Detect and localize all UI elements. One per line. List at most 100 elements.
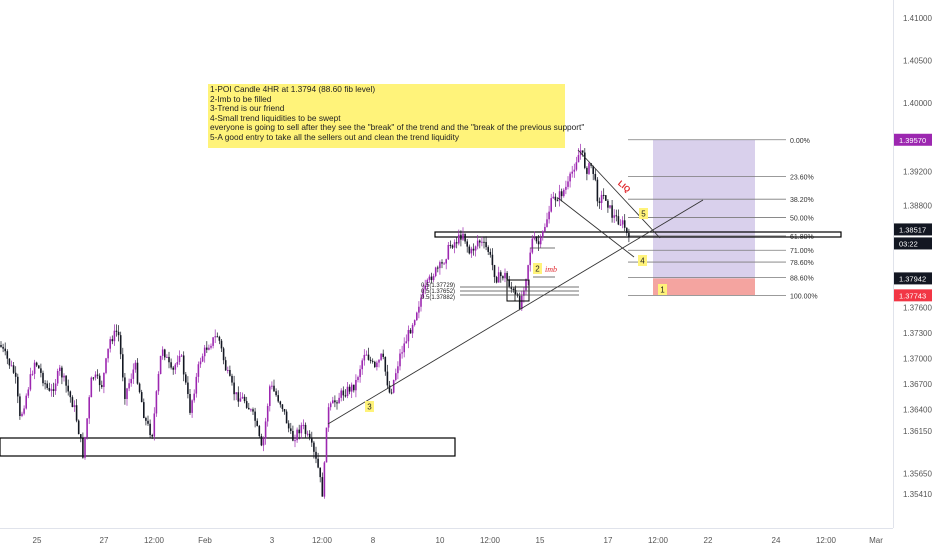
candle-body [187, 382, 189, 394]
candle [605, 194, 607, 201]
candle [254, 407, 256, 428]
candle [157, 371, 160, 395]
candle [287, 420, 290, 433]
y-tick-label: 1.35410 [903, 490, 932, 499]
candle [52, 382, 55, 397]
candle-body [384, 356, 387, 372]
candle [399, 348, 401, 371]
candle-body [214, 336, 216, 338]
candle [363, 349, 366, 366]
candle-body [40, 368, 42, 373]
marker-badge [639, 208, 648, 219]
candle-body [542, 231, 544, 238]
candle [353, 384, 355, 393]
candle [266, 403, 269, 427]
candle-body [405, 341, 408, 344]
y-tick-label: 1.41000 [903, 14, 932, 23]
candle [607, 199, 609, 213]
candle [437, 265, 439, 273]
candle-body [552, 196, 555, 199]
y-tick-label: 1.37600 [903, 304, 932, 313]
candle [166, 354, 168, 358]
candle-body [596, 179, 599, 202]
candle-body [504, 272, 506, 279]
price-badge-label: 03:22 [899, 239, 918, 248]
candle [539, 234, 542, 249]
candle [445, 258, 447, 270]
candle-body [462, 233, 464, 240]
candle-body [292, 430, 294, 441]
x-tick-label: 10 [436, 536, 445, 545]
candle [256, 418, 258, 427]
price-badge [894, 223, 932, 236]
candle [401, 345, 403, 359]
candle-body [359, 369, 361, 378]
candle [235, 392, 237, 401]
candle-body [27, 389, 30, 396]
candle-body [182, 355, 185, 375]
candle-body [449, 244, 452, 246]
candle-body [269, 386, 271, 406]
candle-body [235, 392, 237, 395]
candle [424, 279, 426, 295]
candle-body [311, 438, 313, 443]
candle [560, 188, 563, 202]
candle-body [365, 354, 368, 356]
candle-body [258, 425, 261, 437]
candle [432, 273, 435, 283]
candle-body [577, 155, 580, 163]
analysis-note: 1-POI Candle 4HR at 1.3794 (88.60 fib le… [208, 84, 584, 148]
candle [101, 380, 103, 389]
marker-badge [658, 284, 667, 295]
candle [130, 373, 132, 387]
candle [231, 373, 233, 386]
candle-body [189, 393, 191, 413]
marker-badge [533, 263, 542, 274]
candle-body [224, 360, 227, 371]
candle [170, 358, 172, 370]
candle-body [546, 219, 548, 227]
candle-body [145, 417, 147, 421]
candle-body [623, 220, 626, 228]
candle-body [514, 289, 517, 295]
candle [623, 214, 626, 232]
candle [273, 379, 275, 393]
candle-body [170, 362, 172, 368]
candle-body [464, 233, 466, 242]
candle-body [46, 383, 48, 388]
fib-level-label: 71.00% [790, 248, 814, 255]
candle [21, 411, 23, 418]
candle [508, 275, 510, 289]
candle [252, 407, 254, 416]
candle-body [600, 194, 603, 204]
candle [31, 370, 34, 376]
candle-body [151, 435, 153, 437]
candle [527, 264, 529, 286]
candle [178, 350, 181, 365]
candle [374, 360, 376, 369]
candle [311, 431, 313, 447]
candle [403, 337, 405, 358]
candle-body [250, 409, 252, 411]
candle [449, 240, 452, 249]
x-tick-label: Feb [198, 536, 212, 545]
candle-body [455, 242, 458, 244]
candle-body [271, 385, 273, 387]
candle-body [602, 194, 605, 196]
candle-body [380, 353, 382, 360]
candle-body [2, 346, 4, 349]
candle [292, 425, 294, 442]
candle [296, 427, 298, 443]
candle [250, 408, 252, 412]
candle [180, 353, 183, 357]
candle [588, 161, 590, 175]
candle [329, 401, 332, 411]
candle [319, 467, 321, 483]
candle [416, 311, 418, 321]
candle [145, 416, 147, 426]
candle-body [483, 241, 485, 243]
candle-body [355, 379, 357, 391]
candle-body [443, 263, 445, 265]
y-tick-label: 1.36700 [903, 380, 932, 389]
